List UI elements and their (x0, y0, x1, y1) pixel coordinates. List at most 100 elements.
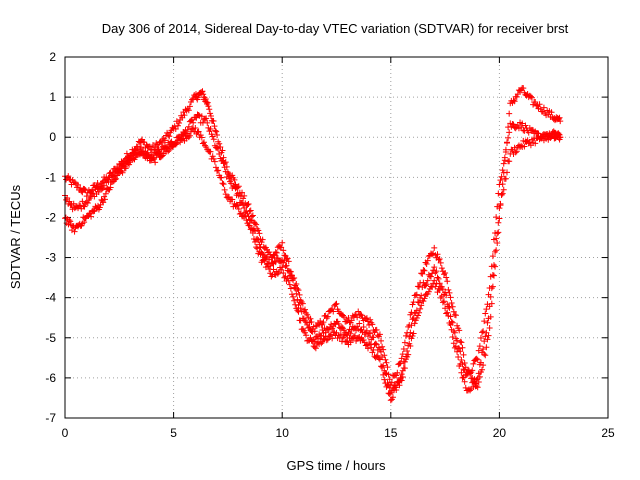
data-point (396, 382, 403, 389)
data-point (470, 384, 477, 391)
data-point (416, 309, 423, 316)
chart-title: Day 306 of 2014, Sidereal Day-to-day VTE… (102, 21, 569, 36)
data-point (252, 220, 259, 227)
data-point (435, 285, 442, 292)
data-point (379, 364, 386, 371)
data-point (280, 270, 287, 277)
data-point (467, 387, 474, 394)
data-point (384, 382, 391, 389)
data-point (282, 263, 289, 270)
data-point (207, 110, 214, 117)
data-point (341, 332, 348, 339)
data-point (107, 184, 114, 191)
data-point (189, 96, 196, 103)
data-point (394, 369, 401, 376)
data-point (493, 214, 500, 221)
data-point (438, 265, 445, 272)
data-point (317, 317, 324, 324)
data-point (492, 248, 499, 255)
data-point (383, 370, 390, 377)
data-point (283, 262, 290, 269)
data-point (79, 189, 86, 196)
data-point (209, 153, 216, 160)
data-point (312, 345, 319, 352)
data-point (460, 374, 467, 381)
data-point (436, 280, 443, 287)
data-point (457, 360, 464, 367)
data-point (435, 256, 442, 263)
data-point (256, 248, 263, 255)
data-point (451, 344, 458, 351)
data-point (219, 157, 226, 164)
data-point (546, 130, 553, 137)
data-point (299, 300, 306, 307)
data-point (460, 351, 467, 358)
data-point (506, 158, 513, 165)
y-tick-label: -5 (45, 331, 56, 345)
data-point (210, 136, 217, 143)
data-point (302, 306, 309, 313)
data-point (216, 150, 223, 157)
x-axis-label: GPS time / hours (287, 458, 386, 473)
data-point (165, 148, 172, 155)
data-point (324, 336, 331, 343)
data-point (505, 134, 512, 141)
data-point (475, 370, 482, 377)
data-point (256, 230, 263, 237)
data-point (329, 335, 336, 342)
data-point (400, 346, 407, 353)
data-point (486, 303, 493, 310)
data-point (122, 165, 129, 172)
data-point (265, 263, 272, 270)
data-point (418, 270, 425, 277)
data-point (499, 167, 506, 174)
data-point (380, 371, 387, 378)
data-point (421, 295, 428, 302)
data-point (224, 170, 231, 177)
x-tick-label: 25 (601, 426, 615, 440)
data-point (221, 186, 228, 193)
data-point (257, 251, 264, 258)
data-point (481, 318, 488, 325)
data-point (438, 293, 445, 300)
data-point (369, 321, 376, 328)
data-point (309, 338, 316, 345)
data-point (483, 306, 490, 313)
data-point (192, 124, 199, 131)
data-point (433, 280, 440, 287)
data-point (407, 342, 414, 349)
data-point (247, 226, 254, 233)
grid (65, 57, 608, 418)
data-point (341, 313, 348, 320)
data-point (369, 349, 376, 356)
data-point (295, 287, 302, 294)
data-point (303, 332, 310, 339)
data-point (225, 175, 232, 182)
data-point (557, 134, 564, 141)
data-point (472, 380, 479, 387)
data-point (448, 326, 455, 333)
data-point (547, 134, 554, 141)
data-point (373, 326, 380, 333)
data-point (278, 266, 285, 273)
data-point (479, 366, 486, 373)
data-point (186, 132, 193, 139)
data-point (195, 128, 202, 135)
data-point (285, 258, 292, 265)
data-point (495, 229, 502, 236)
data-point (77, 202, 84, 209)
y-tick-label: 0 (49, 130, 56, 144)
data-point (243, 217, 250, 224)
data-point (448, 300, 455, 307)
data-point (166, 133, 173, 140)
data-point (458, 339, 465, 346)
data-point (532, 98, 539, 105)
data-point (502, 175, 509, 182)
data-point (119, 169, 126, 176)
data-point (284, 255, 291, 262)
data-point (367, 330, 374, 337)
data-point (204, 119, 211, 126)
data-point (185, 107, 192, 114)
data-point (420, 298, 427, 305)
data-point (513, 148, 520, 155)
